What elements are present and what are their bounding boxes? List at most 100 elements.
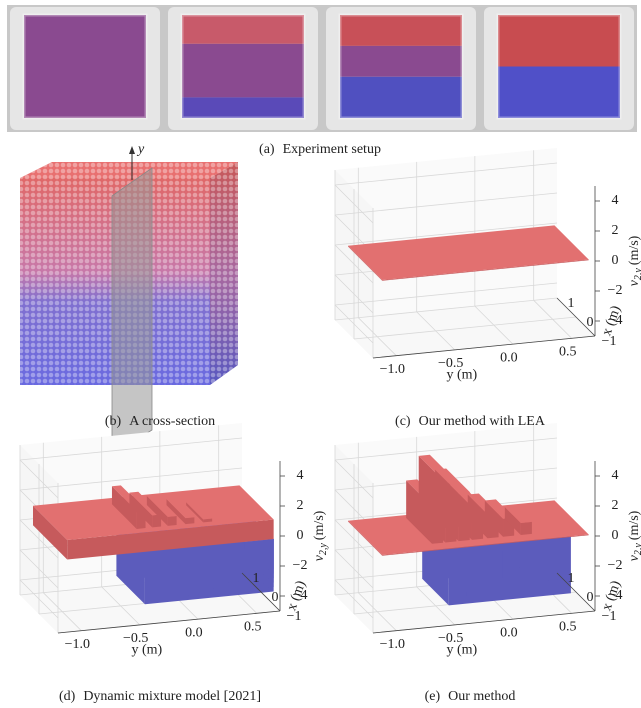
surface-face (348, 520, 383, 556)
unit: (m/s) (627, 235, 641, 265)
fluid-layer (182, 43, 304, 98)
surface-face (129, 492, 153, 528)
surface-face (244, 539, 274, 572)
grid-line (334, 192, 558, 216)
y-axis (57, 610, 281, 634)
surface-face (348, 245, 383, 281)
z-tick-label: −2 (293, 558, 308, 573)
surface-top (166, 498, 195, 519)
tanks (10, 7, 634, 130)
surface-face (111, 486, 137, 529)
caption-label: (e) (425, 689, 441, 704)
z-tick-label: 0 (612, 528, 619, 543)
fluid-layer (182, 97, 304, 118)
caption: (c) Our method with LEA (395, 414, 546, 429)
x-axis (556, 297, 596, 337)
caption-label: (b) (105, 414, 122, 429)
surface-top (504, 505, 532, 523)
y-tick-label: −1.0 (65, 637, 90, 652)
grid-line (334, 579, 374, 619)
tank-wall (496, 13, 622, 120)
x-tick-label: 0 (587, 590, 594, 605)
grid-line (334, 304, 374, 344)
z-tick-label: 0 (612, 253, 619, 268)
surface-face (152, 514, 162, 528)
surface-top (186, 501, 213, 520)
z-tick-label: −4 (608, 588, 623, 603)
caption: (e) Our method (425, 689, 516, 704)
surface-face (382, 259, 589, 281)
x-tick-label: 1 (253, 571, 260, 586)
grid-line (334, 244, 374, 284)
fluid-layer (340, 76, 462, 118)
surface-face (484, 500, 504, 537)
y-tick-label: −1.0 (380, 362, 405, 377)
y-tick-label: 0.5 (244, 620, 262, 635)
tank-wall (180, 13, 306, 120)
caption: (d) Dynamic mixture model [2021] (59, 689, 261, 704)
plots: 420−2−4v2,y(m/s)−1.0 −0.5 0.0 0.5y (m)10−1x… (19, 148, 641, 657)
subscript: 2,y (633, 543, 641, 556)
surface-face (203, 518, 213, 523)
caption: (b) A cross-section (105, 414, 215, 429)
grid-line (19, 467, 243, 491)
symbol: v (627, 554, 641, 561)
fluid-layer (182, 15, 304, 44)
fluid-layer (24, 15, 146, 118)
z-tick-label: −2 (608, 283, 623, 298)
surface-face (185, 517, 195, 525)
surface-face (382, 534, 589, 556)
y-axis-label: y (m) (446, 367, 477, 382)
fluid-layer (340, 15, 462, 46)
surface-face (186, 502, 204, 523)
captions: (a) Experiment setup (b) A cross-section (c)… (59, 142, 546, 704)
z-tick-label: 2 (297, 498, 304, 513)
fluid-layer (498, 66, 620, 118)
caption: (a) Experiment setup (259, 142, 381, 157)
z-tick-label: 4 (297, 468, 304, 483)
surface-face (146, 495, 168, 526)
surface-top (348, 225, 589, 280)
z-axis-label: v2,y (m/s) (312, 510, 329, 561)
tank-wall (338, 13, 464, 120)
surface-face (33, 505, 68, 560)
fluid-layer (498, 15, 620, 67)
z-tick-label: −2 (608, 558, 623, 573)
y-axis (372, 335, 596, 359)
grid-line (19, 579, 59, 619)
grid-line (19, 549, 59, 589)
grid-line (334, 282, 558, 306)
grid-line (334, 162, 558, 186)
z-tick-label: 0 (297, 528, 304, 543)
surface-face (467, 494, 488, 539)
grid-line (353, 316, 577, 340)
grid-line (334, 437, 558, 461)
z-axis-label: v2,y (m/s) (627, 235, 641, 286)
unit: (m/s) (312, 510, 327, 540)
y-tick-label: 0.5 (559, 620, 577, 635)
y-tick-label: −0.5 (438, 356, 463, 371)
fluid-layer (340, 45, 462, 77)
subscript: 2,y (318, 543, 329, 556)
caption-label: (a) (259, 142, 275, 157)
y-tick-label: −0.5 (123, 631, 148, 646)
caption-label: (d) (59, 689, 76, 704)
grid-line (334, 274, 374, 314)
z-tick-label: −4 (608, 313, 623, 328)
unit: (m/s) (627, 510, 641, 540)
y-tick-label: −1.0 (380, 637, 405, 652)
surface-face (167, 515, 177, 526)
grid-line (334, 549, 374, 589)
plot-3d: 420−2−4v2,y(m/s)−1.0 −0.5 0.0 0.5y (m)10−1x… (334, 423, 641, 657)
y-tick-label: 0.0 (500, 350, 518, 365)
y-axis-label: y (m) (131, 642, 162, 657)
y-tick-label: −0.5 (438, 631, 463, 646)
caption-text: Our method (448, 689, 515, 704)
grid-line (19, 437, 243, 461)
surface-face (520, 521, 532, 535)
x-tick-label: 1 (568, 571, 575, 586)
grid-line (334, 297, 558, 321)
caption-text: Experiment setup (283, 142, 381, 157)
surface-face (166, 499, 186, 525)
